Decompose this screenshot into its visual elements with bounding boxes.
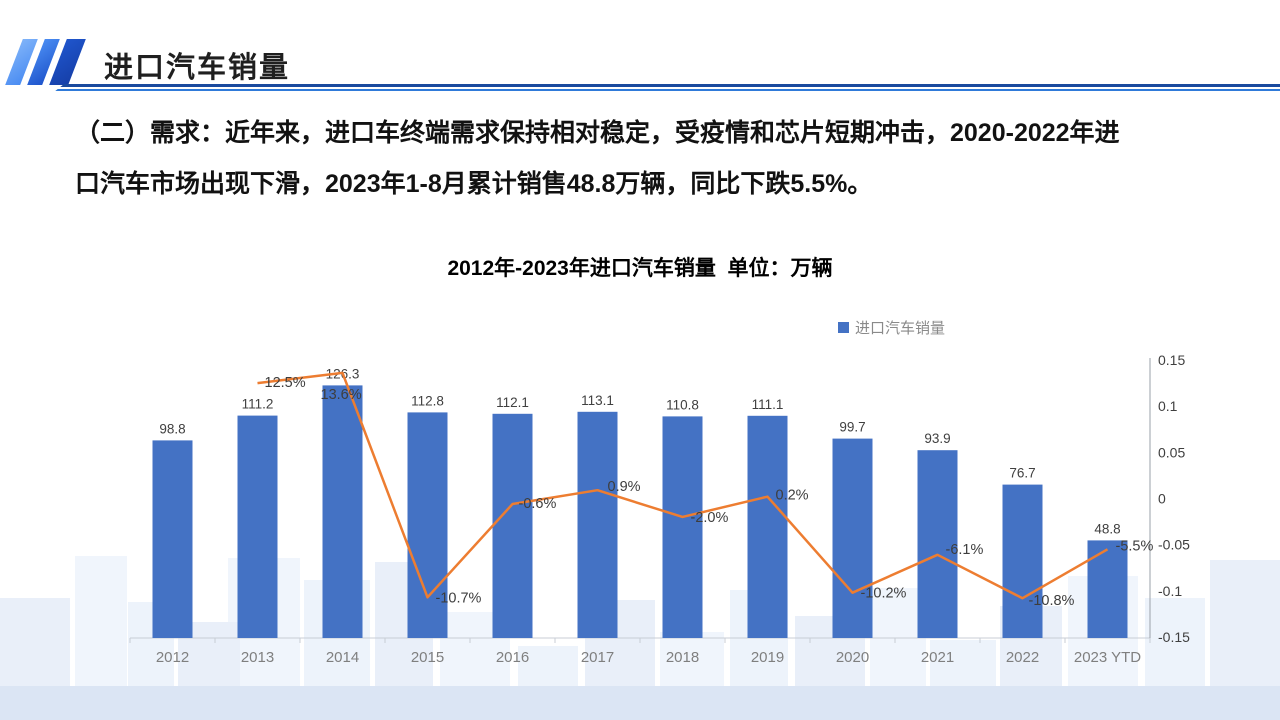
line-point-label: -10.8%	[1029, 593, 1075, 609]
x-axis-label: 2012	[156, 649, 189, 666]
line-point-label: 0.9%	[608, 479, 641, 495]
bar-2018	[662, 416, 703, 638]
x-axis-label: 2015	[411, 649, 444, 666]
bar-2016	[492, 413, 533, 638]
bar-value-label: 111.1	[752, 397, 784, 412]
line-point-label: -5.5%	[1116, 538, 1154, 554]
bar-value-label: 93.9	[924, 431, 950, 446]
x-axis-label: 2022	[1006, 649, 1039, 666]
skyline-block	[870, 588, 926, 686]
line-point-label: -10.7%	[436, 590, 482, 606]
chart-title: 2012年-2023年进口汽车销量 单位：万辆	[447, 257, 833, 280]
bar-2022	[1002, 484, 1043, 638]
paragraph-line: （二）需求：近年来，进口车终端需求保持相对稳定，受疫情和芯片短期冲击，2020-…	[75, 119, 1120, 147]
x-axis-label: 2016	[496, 649, 529, 666]
yoy-growth-line	[257, 371, 1109, 600]
line-point-label: 12.5%	[265, 375, 306, 391]
skyline-block	[75, 556, 127, 686]
legend-swatch	[838, 322, 849, 333]
secondary-axis-tick-label: -0.05	[1158, 537, 1190, 553]
title-underline-dark	[54, 84, 1280, 87]
x-axis-label: 2013	[241, 649, 274, 666]
x-axis-label: 2018	[666, 649, 699, 666]
line-point-label: -2.0%	[691, 510, 729, 526]
bar-2013	[237, 415, 278, 638]
bar-value-label: 112.8	[411, 393, 444, 408]
skyline-block	[1210, 560, 1280, 686]
line-point-label: -10.2%	[861, 586, 907, 602]
x-axis-label: 2023 YTD	[1074, 649, 1141, 666]
skyline-block	[1145, 598, 1205, 686]
bar-value-label: 112.1	[496, 395, 529, 410]
x-axis-label: 2021	[921, 649, 954, 666]
skyline-block	[660, 632, 724, 686]
body-paragraph: （二）需求：近年来，进口车终端需求保持相对稳定，受疫情和芯片短期冲击，2020-…	[75, 108, 1225, 210]
bar-2019	[747, 415, 788, 638]
secondary-axis-tick-label: 0.1	[1158, 398, 1178, 414]
x-axis-label: 2017	[581, 649, 614, 666]
bar-value-label: 76.7	[1009, 466, 1035, 481]
line-point-label: -6.1%	[946, 542, 984, 558]
bar-2014	[322, 385, 363, 638]
secondary-axis-tick-label: -0.15	[1158, 629, 1190, 645]
skyline-block	[518, 646, 578, 686]
line-point-label: -0.6%	[519, 496, 557, 512]
bottom-band	[0, 686, 1280, 720]
bar-2017	[577, 411, 618, 638]
secondary-axis-tick-label: 0.05	[1158, 444, 1185, 460]
line-point-label: 13.6%	[321, 387, 362, 403]
line-point-label: 0.2%	[776, 488, 809, 504]
legend-label: 进口汽车销量	[855, 320, 946, 337]
secondary-axis-tick-label: -0.1	[1158, 583, 1182, 599]
bar-2020	[832, 438, 873, 638]
bar-value-label: 113.1	[581, 393, 614, 408]
paragraph-line: 口汽车市场出现下滑，2023年1-8月累计销售48.8万辆，同比下跌5.5%。	[75, 170, 873, 198]
skyline-block	[0, 598, 70, 686]
bar-value-label: 48.8	[1094, 521, 1120, 536]
bar-2012	[152, 440, 193, 638]
x-axis-label: 2014	[326, 649, 359, 666]
bar-2021	[917, 450, 958, 638]
secondary-axis-tick-label: 0.15	[1158, 352, 1185, 368]
skyline-block	[930, 640, 996, 686]
bar-2015	[407, 412, 448, 638]
page-title: 进口汽车销量	[104, 52, 291, 84]
logo	[5, 38, 86, 86]
bar-2023 YTD	[1087, 540, 1128, 638]
chart-legend: 进口汽车销量	[838, 317, 945, 338]
bar-value-label: 98.8	[159, 421, 185, 436]
secondary-axis-tick-label: 0	[1158, 491, 1166, 507]
bar-value-label: 99.7	[839, 420, 865, 435]
title-underline-light	[54, 89, 1280, 91]
title-underline	[54, 84, 1280, 92]
bar-value-label: 111.2	[242, 397, 274, 412]
x-axis-label: 2020	[836, 649, 869, 666]
x-axis-label: 2019	[751, 649, 784, 666]
bar-value-label: 110.8	[666, 397, 699, 412]
